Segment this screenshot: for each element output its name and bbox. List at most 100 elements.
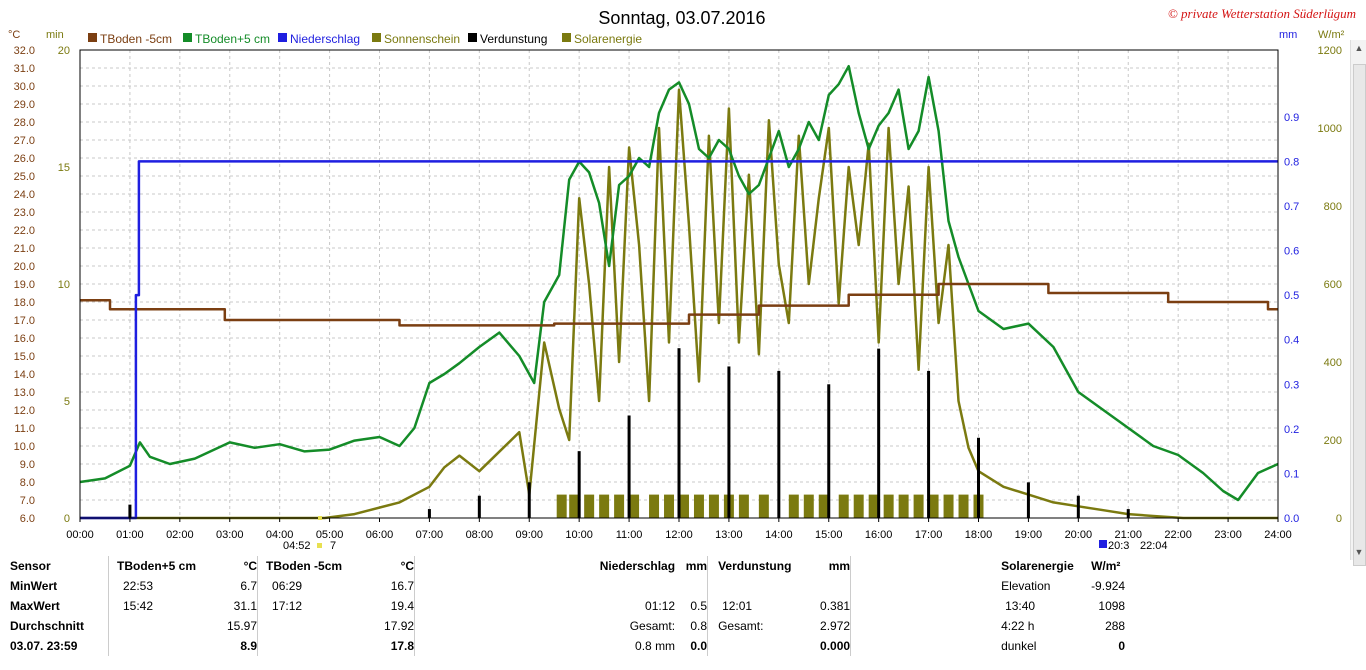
y-mm-label: 0.5 bbox=[1284, 290, 1299, 302]
y-celsius-label: 21.0 bbox=[14, 243, 35, 255]
y-min-label: 15 bbox=[58, 162, 70, 174]
sunshine-bar bbox=[898, 494, 909, 518]
evaporation-bar bbox=[477, 495, 481, 518]
x-tick-label: 00:00 bbox=[66, 529, 94, 541]
chart-grid bbox=[79, 49, 1279, 519]
evap-now: 0.000 bbox=[820, 639, 851, 653]
evaporation-bar bbox=[777, 370, 781, 518]
evaporation-bar bbox=[577, 451, 581, 518]
rain-total: 0.8 bbox=[690, 619, 708, 633]
x-tick-label: 20:00 bbox=[1065, 529, 1093, 541]
y-celsius-label: 15.0 bbox=[14, 351, 35, 363]
elev-value: -9.924 bbox=[1091, 579, 1126, 593]
scroll-down-icon[interactable]: ▼ bbox=[1354, 547, 1364, 557]
y-min-label: 0 bbox=[64, 513, 70, 525]
legend-label: Niederschlag bbox=[290, 32, 360, 46]
sunset-icon bbox=[1099, 540, 1107, 548]
legend-swatch bbox=[88, 33, 97, 42]
y-mm-label: 0.7 bbox=[1284, 201, 1299, 213]
legend-swatch bbox=[278, 33, 287, 42]
y-celsius-label: 29.0 bbox=[14, 99, 35, 111]
sun-hours: 4:22 h bbox=[1001, 619, 1035, 633]
t5-unit: °C bbox=[243, 559, 258, 573]
legend-label: TBoden+5 cm bbox=[195, 32, 270, 46]
scroll-thumb[interactable] bbox=[1353, 64, 1366, 566]
x-tick-label: 21:00 bbox=[1114, 529, 1142, 541]
scroll-up-icon[interactable]: ▲ bbox=[1354, 43, 1364, 53]
chart-axes: 00:00 01:00 02:00 03:00 04:00 05:00 06:00 07:00… bbox=[14, 45, 1364, 541]
t5-min-time: 22:53 bbox=[108, 576, 227, 596]
sunshine-bar bbox=[788, 494, 799, 518]
evaporation-bar bbox=[427, 509, 431, 518]
tm5-min: 16.7 bbox=[390, 579, 415, 593]
y-celsius-label: 20.0 bbox=[14, 261, 35, 273]
rain-header: Niederschlag bbox=[599, 559, 676, 573]
x-tick-label: 10:00 bbox=[565, 529, 593, 541]
y-celsius-label: 24.0 bbox=[14, 189, 35, 201]
y-celsius-label: 16.0 bbox=[14, 333, 35, 345]
y-celsius-label: 10.0 bbox=[14, 441, 35, 453]
y-min-label: 5 bbox=[64, 396, 70, 408]
tm5-avg: 17.92 bbox=[384, 619, 415, 633]
evap-unit: mm bbox=[828, 559, 851, 573]
evaporation-bar bbox=[1076, 495, 1080, 518]
sun-markers: 04:52 7 20:3 22:04 bbox=[283, 516, 1168, 552]
y-celsius-label: 18.0 bbox=[14, 297, 35, 309]
sunshine-bar bbox=[818, 494, 829, 518]
rain-max: 0.5 bbox=[690, 599, 708, 613]
y-wm2-label: 1200 bbox=[1318, 45, 1342, 57]
tm5-max-time: 17:12 bbox=[257, 596, 385, 616]
legend-label: Sonnenschein bbox=[384, 32, 460, 46]
t5-header: TBoden+5 cm bbox=[108, 556, 227, 576]
sunshine-bar bbox=[584, 494, 595, 518]
sunshine-bar bbox=[629, 494, 640, 518]
sunshine-bar bbox=[679, 494, 689, 518]
rain-unit: mm bbox=[685, 559, 708, 573]
evaporation-bar bbox=[627, 415, 631, 518]
sunshine-bar bbox=[556, 494, 567, 518]
chart-title: Sonntag, 03.07.2016 bbox=[598, 8, 765, 28]
rain-max-time: 01:12 bbox=[645, 599, 676, 613]
y-mm-label: 0.2 bbox=[1284, 424, 1299, 436]
row-min-label: MinWert bbox=[10, 579, 58, 593]
x-tick-label: 09:00 bbox=[515, 529, 543, 541]
sunrise-dot bbox=[318, 516, 322, 520]
unit-wm2: W/m² bbox=[1318, 29, 1345, 41]
y-celsius-label: 14.0 bbox=[14, 369, 35, 381]
y-wm2-label: 400 bbox=[1324, 357, 1342, 369]
sunshine-bar bbox=[693, 494, 704, 518]
y-wm2-label: 800 bbox=[1324, 201, 1342, 213]
rain-total-label: Gesamt: bbox=[629, 619, 676, 633]
sunshine-bar bbox=[614, 494, 625, 518]
sunrise-icon bbox=[317, 543, 322, 548]
sunset-time: 20:3 bbox=[1108, 540, 1129, 552]
tm5-now: 17.8 bbox=[390, 639, 415, 653]
legend-label: TBoden -5cm bbox=[100, 32, 172, 46]
x-tick-label: 08:00 bbox=[466, 529, 494, 541]
x-tick-label: 04:00 bbox=[266, 529, 294, 541]
vertical-scrollbar[interactable]: ▲ ▼ bbox=[1350, 40, 1366, 566]
legend-swatch bbox=[372, 33, 381, 42]
sunshine-bar bbox=[883, 494, 894, 518]
t5-max: 31.1 bbox=[233, 599, 258, 613]
y-celsius-label: 25.0 bbox=[14, 171, 35, 183]
legend-swatch bbox=[468, 33, 477, 42]
y-wm2-label: 1000 bbox=[1318, 123, 1342, 135]
x-tick-label: 16:00 bbox=[865, 529, 893, 541]
weather-chart: 00:00 01:00 02:00 03:00 04:00 05:00 06:00 07:00… bbox=[8, 6, 1364, 552]
evap-header: Verdunstung bbox=[707, 556, 813, 576]
y-celsius-label: 6.0 bbox=[20, 513, 35, 525]
sunshine-bar bbox=[958, 494, 969, 518]
y-celsius-label: 26.0 bbox=[14, 153, 35, 165]
sun-minutes: 288 bbox=[1105, 619, 1126, 633]
sunshine-bar bbox=[649, 494, 660, 518]
sunshine-bar bbox=[569, 494, 580, 518]
row-now-label: 03.07. 23:59 bbox=[10, 639, 78, 653]
sunshine-bar bbox=[943, 494, 954, 518]
tm5-header: TBoden -5cm bbox=[257, 556, 385, 576]
sunset-tail: 22:04 bbox=[1140, 540, 1168, 552]
sensor-label: Sensor bbox=[10, 559, 51, 573]
t5-max-time: 15:42 bbox=[108, 596, 227, 616]
sunrise-tail: 7 bbox=[330, 540, 336, 552]
y-celsius-label: 8.0 bbox=[20, 477, 35, 489]
